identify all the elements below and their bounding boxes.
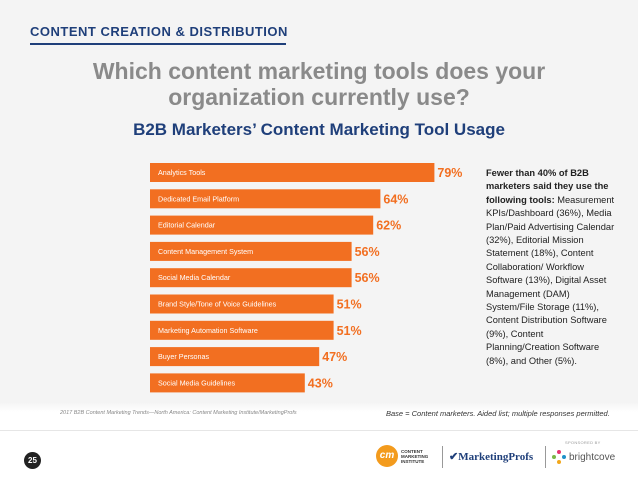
page-number: 25 bbox=[24, 452, 41, 469]
bar-2 bbox=[150, 215, 374, 235]
question-line-2: organization currently use? bbox=[168, 84, 470, 110]
note-body: Measurement KPIs/Dashboard (36%), Media … bbox=[486, 194, 615, 366]
category-label: Marketing Automation Software bbox=[158, 326, 258, 335]
category-label: Social Media Guidelines bbox=[158, 378, 236, 387]
category-label: Content Management System bbox=[158, 247, 253, 256]
bar-7 bbox=[150, 347, 320, 367]
sponsor-label: SPONSORED BY bbox=[565, 440, 601, 445]
value-label: 43% bbox=[308, 376, 333, 390]
marketingprofs-logo: ✔MarketingProfs bbox=[449, 450, 533, 463]
footer-divider bbox=[0, 430, 638, 431]
brightcove-icon bbox=[552, 450, 566, 464]
source-citation: 2017 B2B Content Marketing Trends—North … bbox=[60, 410, 297, 416]
category-label: Dedicated Email Platform bbox=[158, 194, 239, 203]
value-label: 47% bbox=[322, 350, 347, 364]
brightcove-text: brightcove bbox=[569, 451, 616, 463]
bar-chart: Analytics Tools 79% Dedicated Email Platfo… bbox=[150, 163, 462, 393]
bar-1 bbox=[150, 189, 381, 209]
bar-3 bbox=[150, 241, 352, 261]
logo-divider bbox=[442, 446, 443, 468]
category-label: Buyer Personas bbox=[158, 352, 210, 361]
bar-4 bbox=[150, 268, 352, 288]
bar-5 bbox=[150, 294, 334, 314]
value-label: 62% bbox=[376, 219, 401, 233]
chart-title: B2B Marketers’ Content Marketing Tool Us… bbox=[133, 120, 505, 139]
category-label: Social Media Calendar bbox=[158, 273, 231, 282]
low-usage-note: Fewer than 40% of B2B marketers said the… bbox=[486, 167, 616, 368]
category-label: Analytics Tools bbox=[158, 168, 206, 177]
cmi-logo-mark: cm bbox=[376, 445, 398, 467]
category-label: Brand Style/Tone of Voice Guidelines bbox=[158, 300, 277, 309]
cmi-logo-text: CONTENT MARKETING INSTITUTE bbox=[401, 448, 429, 464]
value-label: 64% bbox=[383, 192, 408, 206]
logo-divider bbox=[545, 446, 546, 468]
bar-8 bbox=[150, 373, 305, 393]
marketingprofs-icon: ✔ bbox=[449, 451, 459, 463]
value-label: 56% bbox=[355, 245, 380, 259]
value-label: 51% bbox=[337, 324, 362, 338]
cmi-logo: cm CONTENT MARKETING INSTITUTE bbox=[376, 443, 435, 469]
question-line-1: Which content marketing tools does your bbox=[92, 58, 546, 84]
brightcove-logo: brightcove bbox=[552, 450, 615, 464]
category-label: Editorial Calendar bbox=[158, 221, 216, 230]
bar-6 bbox=[150, 320, 334, 340]
value-label: 51% bbox=[337, 298, 362, 312]
bar-0 bbox=[150, 163, 435, 182]
section-underline bbox=[30, 43, 286, 45]
question-heading: Which content marketing tools does your … bbox=[40, 58, 598, 110]
value-label: 56% bbox=[355, 271, 380, 285]
marketingprofs-text: MarketingProfs bbox=[458, 451, 534, 463]
note-lead: Fewer than 40% of B2B marketers said the… bbox=[486, 168, 609, 205]
base-note: Base = Content marketers. Aided list; mu… bbox=[386, 409, 610, 418]
section-label: CONTENT CREATION & DISTRIBUTION bbox=[30, 24, 288, 39]
value-label: 79% bbox=[437, 166, 462, 180]
